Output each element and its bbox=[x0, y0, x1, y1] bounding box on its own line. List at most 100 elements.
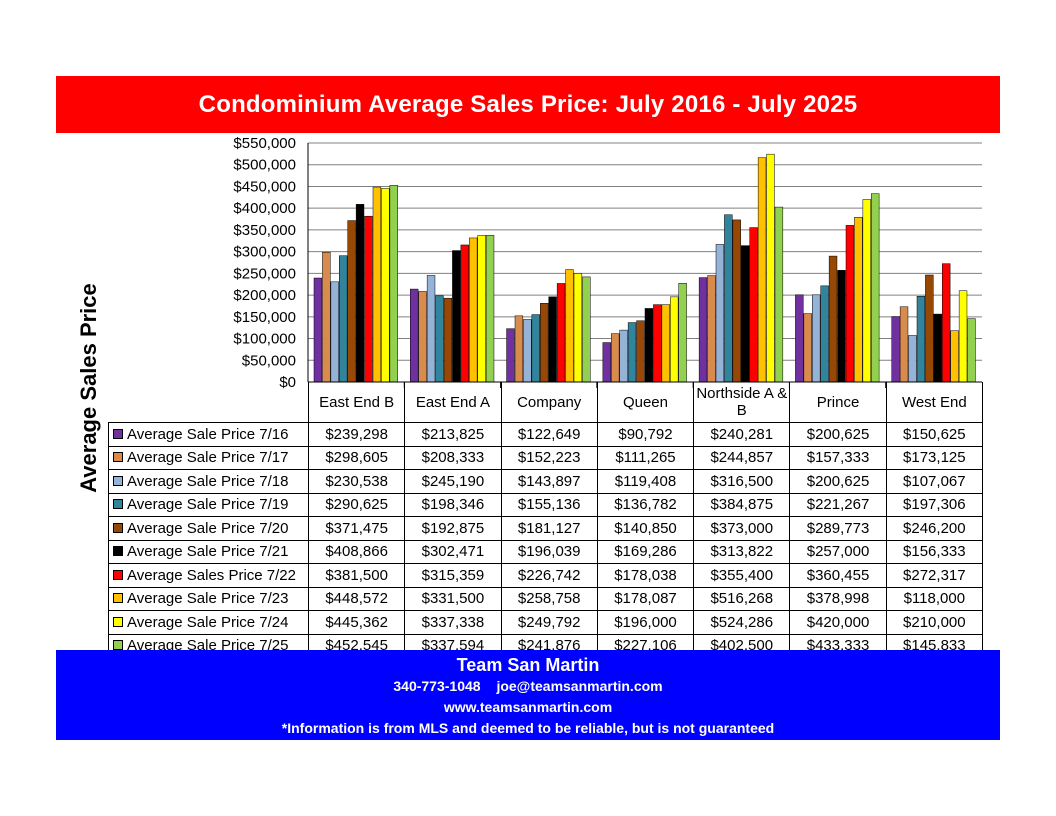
data-label: $200,625 bbox=[789, 422, 887, 446]
data-label: $331,500 bbox=[404, 586, 502, 611]
data-label: $360,455 bbox=[789, 563, 887, 587]
table-corner bbox=[109, 382, 309, 423]
data-label: $240,281 bbox=[693, 422, 790, 446]
data-label: $378,998 bbox=[789, 586, 887, 611]
data-label: $313,822 bbox=[693, 539, 790, 564]
data-label: $239,298 bbox=[307, 422, 405, 446]
data-label: $226,742 bbox=[500, 563, 598, 587]
footer-website[interactable]: www.teamsanmartin.com bbox=[443, 699, 613, 715]
bar bbox=[724, 214, 733, 383]
data-label: $178,087 bbox=[596, 586, 694, 611]
data-label: $371,475 bbox=[307, 516, 405, 540]
bar bbox=[678, 283, 687, 383]
legend-label: Average Sale Price 7/16 bbox=[127, 425, 289, 443]
data-label: $156,333 bbox=[885, 539, 983, 564]
bar bbox=[820, 285, 829, 383]
bar bbox=[670, 296, 679, 383]
bar bbox=[364, 215, 373, 383]
bar bbox=[531, 314, 540, 383]
y-tick-label: $50,000 bbox=[242, 352, 296, 369]
bar bbox=[330, 281, 339, 383]
legend-entry: Average Sale Price 7/19 bbox=[108, 492, 309, 517]
bar bbox=[899, 306, 909, 383]
table-row: Average Sale Price 7/18 $230,538 $245,190 $… bbox=[108, 469, 983, 493]
chart-title: Condominium Average Sales Price: July 20… bbox=[198, 90, 858, 118]
bar bbox=[619, 329, 628, 383]
y-tick-label: $0 bbox=[279, 374, 296, 391]
bar bbox=[548, 296, 557, 383]
bar bbox=[460, 244, 469, 383]
table-header-row: East End B East End A Company Queen Northsid… bbox=[109, 382, 983, 423]
x-tick-label: Northside A & B bbox=[693, 382, 790, 423]
bar bbox=[381, 188, 390, 383]
data-label: $245,190 bbox=[404, 469, 502, 493]
data-label: $258,758 bbox=[500, 586, 598, 611]
legend-label: Average Sale Price 7/23 bbox=[127, 590, 289, 608]
y-tick-label: $450,000 bbox=[233, 178, 296, 195]
data-label: $119,408 bbox=[596, 469, 694, 493]
y-tick-label: $500,000 bbox=[233, 157, 296, 174]
footer-contact: 340-773-1048 joe@teamsanmartin.com bbox=[56, 676, 1000, 697]
x-tick-label: Prince bbox=[789, 382, 887, 423]
data-table: East End B East End A Company Queen Northsid… bbox=[108, 382, 983, 658]
bar bbox=[942, 263, 951, 383]
bar bbox=[477, 235, 486, 383]
data-label: $290,625 bbox=[307, 492, 405, 517]
data-label: $221,267 bbox=[789, 492, 887, 517]
footer-email[interactable]: joe@teamsanmartin.com bbox=[496, 678, 663, 694]
data-label: $316,500 bbox=[693, 469, 790, 493]
bar bbox=[485, 235, 495, 383]
x-tick-label: Queen bbox=[596, 382, 694, 423]
bar bbox=[845, 225, 855, 383]
data-label: $448,572 bbox=[307, 586, 405, 611]
bar bbox=[908, 335, 917, 383]
data-label: $298,605 bbox=[307, 445, 405, 470]
legend-entry: Average Sale Price 7/23 bbox=[108, 586, 309, 611]
data-label: $337,338 bbox=[404, 610, 502, 634]
data-label: $381,500 bbox=[307, 563, 405, 587]
data-label: $150,625 bbox=[885, 422, 983, 446]
bar bbox=[967, 318, 976, 383]
data-label: $213,825 bbox=[404, 422, 502, 446]
footer-disclaimer: *Information is from MLS and deemed to b… bbox=[281, 720, 775, 736]
data-label: $230,538 bbox=[307, 469, 405, 493]
data-label: $136,782 bbox=[596, 492, 694, 517]
bar bbox=[565, 269, 574, 383]
legend-entry: Average Sale Price 7/18 bbox=[108, 469, 309, 493]
bar bbox=[828, 255, 838, 383]
bar bbox=[732, 219, 741, 383]
data-label: $272,317 bbox=[885, 563, 983, 587]
data-label: $524,286 bbox=[693, 610, 790, 634]
bar bbox=[582, 276, 591, 383]
footer-phone[interactable]: 340-773-1048 bbox=[393, 678, 481, 694]
bar bbox=[523, 319, 532, 383]
x-tick-label: Company bbox=[500, 382, 598, 423]
data-label: $111,265 bbox=[596, 445, 694, 470]
data-label: $140,850 bbox=[596, 516, 694, 540]
legend-swatch bbox=[113, 546, 123, 557]
legend-label: Average Sales Price 7/22 bbox=[127, 566, 296, 584]
x-tick-label: East End A bbox=[404, 382, 502, 423]
bar bbox=[514, 315, 524, 383]
footer-banner: Team San Martin 340-773-1048 joe@teamsan… bbox=[56, 650, 1000, 740]
y-tick-label: $550,000 bbox=[233, 135, 296, 152]
legend-label: Average Sale Price 7/21 bbox=[127, 543, 289, 561]
data-label: $445,362 bbox=[307, 610, 405, 634]
table-row: Average Sale Price 7/20 $371,475 $192,875 $… bbox=[108, 516, 983, 540]
data-label: $516,268 bbox=[693, 586, 790, 611]
table-row: Average Sale Price 7/24 $445,362 $337,338 $… bbox=[108, 610, 983, 634]
bar bbox=[506, 328, 515, 383]
bar bbox=[862, 199, 871, 383]
data-label: $315,359 bbox=[404, 563, 502, 587]
bar bbox=[636, 320, 645, 383]
bar bbox=[410, 288, 419, 383]
bar bbox=[871, 193, 880, 383]
bar bbox=[891, 316, 900, 383]
legend-swatch bbox=[113, 475, 123, 486]
data-label: $90,792 bbox=[596, 422, 694, 446]
data-label: $408,866 bbox=[307, 539, 405, 564]
chart-title-banner: Condominium Average Sales Price: July 20… bbox=[56, 76, 1000, 133]
table-row: Average Sale Price 7/21 $408,866 $302,471 $… bbox=[108, 539, 983, 564]
legend-swatch bbox=[113, 593, 123, 604]
table-row: Average Sale Price 7/17 $298,605 $208,333 $… bbox=[108, 445, 983, 470]
